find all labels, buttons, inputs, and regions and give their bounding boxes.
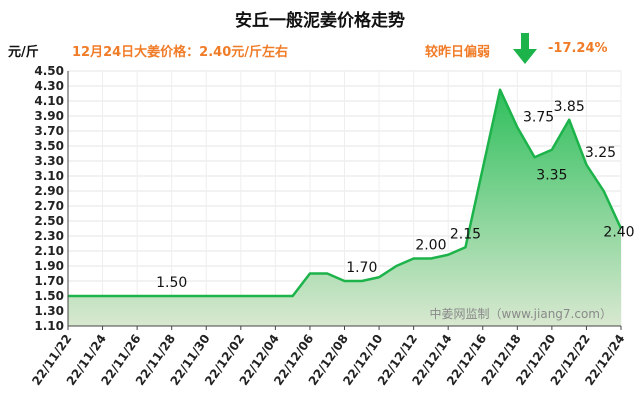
y-tick-label: 1.90 <box>34 259 64 273</box>
price-line <box>68 88 623 298</box>
data-label: 3.25 <box>585 145 616 161</box>
y-tick-label: 1.50 <box>34 289 64 303</box>
data-label: 2.15 <box>450 226 481 242</box>
y-tick-label: 1.30 <box>34 304 64 318</box>
y-tick-label: 2.70 <box>34 199 64 213</box>
y-tick-label: 4.10 <box>34 94 64 108</box>
y-tick-label: 4.30 <box>34 79 64 93</box>
y-tick-label: 3.70 <box>34 124 64 138</box>
unit-label: 元/斤 <box>8 45 39 60</box>
data-label: 3.85 <box>554 99 585 115</box>
down-arrow-icon <box>513 33 537 64</box>
data-label: 1.50 <box>156 275 187 291</box>
y-tick-label: 2.30 <box>34 229 64 243</box>
data-label: 2.40 <box>603 225 634 241</box>
data-label: 2.00 <box>415 238 446 254</box>
data-label: 3.75 <box>523 109 554 125</box>
y-tick-label: 2.90 <box>34 184 64 198</box>
y-tick-label: 3.10 <box>34 169 64 183</box>
y-tick-label: 1.70 <box>34 274 64 288</box>
y-tick-label: 2.50 <box>34 214 64 228</box>
watermark: 中姜网监制（www.jiang7.com） <box>430 306 612 321</box>
y-tick-label: 3.50 <box>34 139 64 153</box>
y-tick-label: 3.30 <box>34 154 64 168</box>
y-tick-label: 3.90 <box>34 109 64 123</box>
y-tick-label: 2.10 <box>34 244 64 258</box>
y-tick-label: 1.10 <box>34 319 64 333</box>
price-area <box>68 89 621 326</box>
data-label: 1.70 <box>346 260 377 276</box>
chart-title: 安丘一般泥姜价格走势 <box>235 11 405 31</box>
price-note: 12月24日大姜价格：2.40元/斤左右 <box>72 45 289 60</box>
compare-label: 较昨日偏弱 <box>425 45 491 60</box>
data-label: 3.35 <box>536 167 567 183</box>
compare-value: -17.24% <box>548 41 608 56</box>
y-tick-label: 4.50 <box>34 64 64 78</box>
